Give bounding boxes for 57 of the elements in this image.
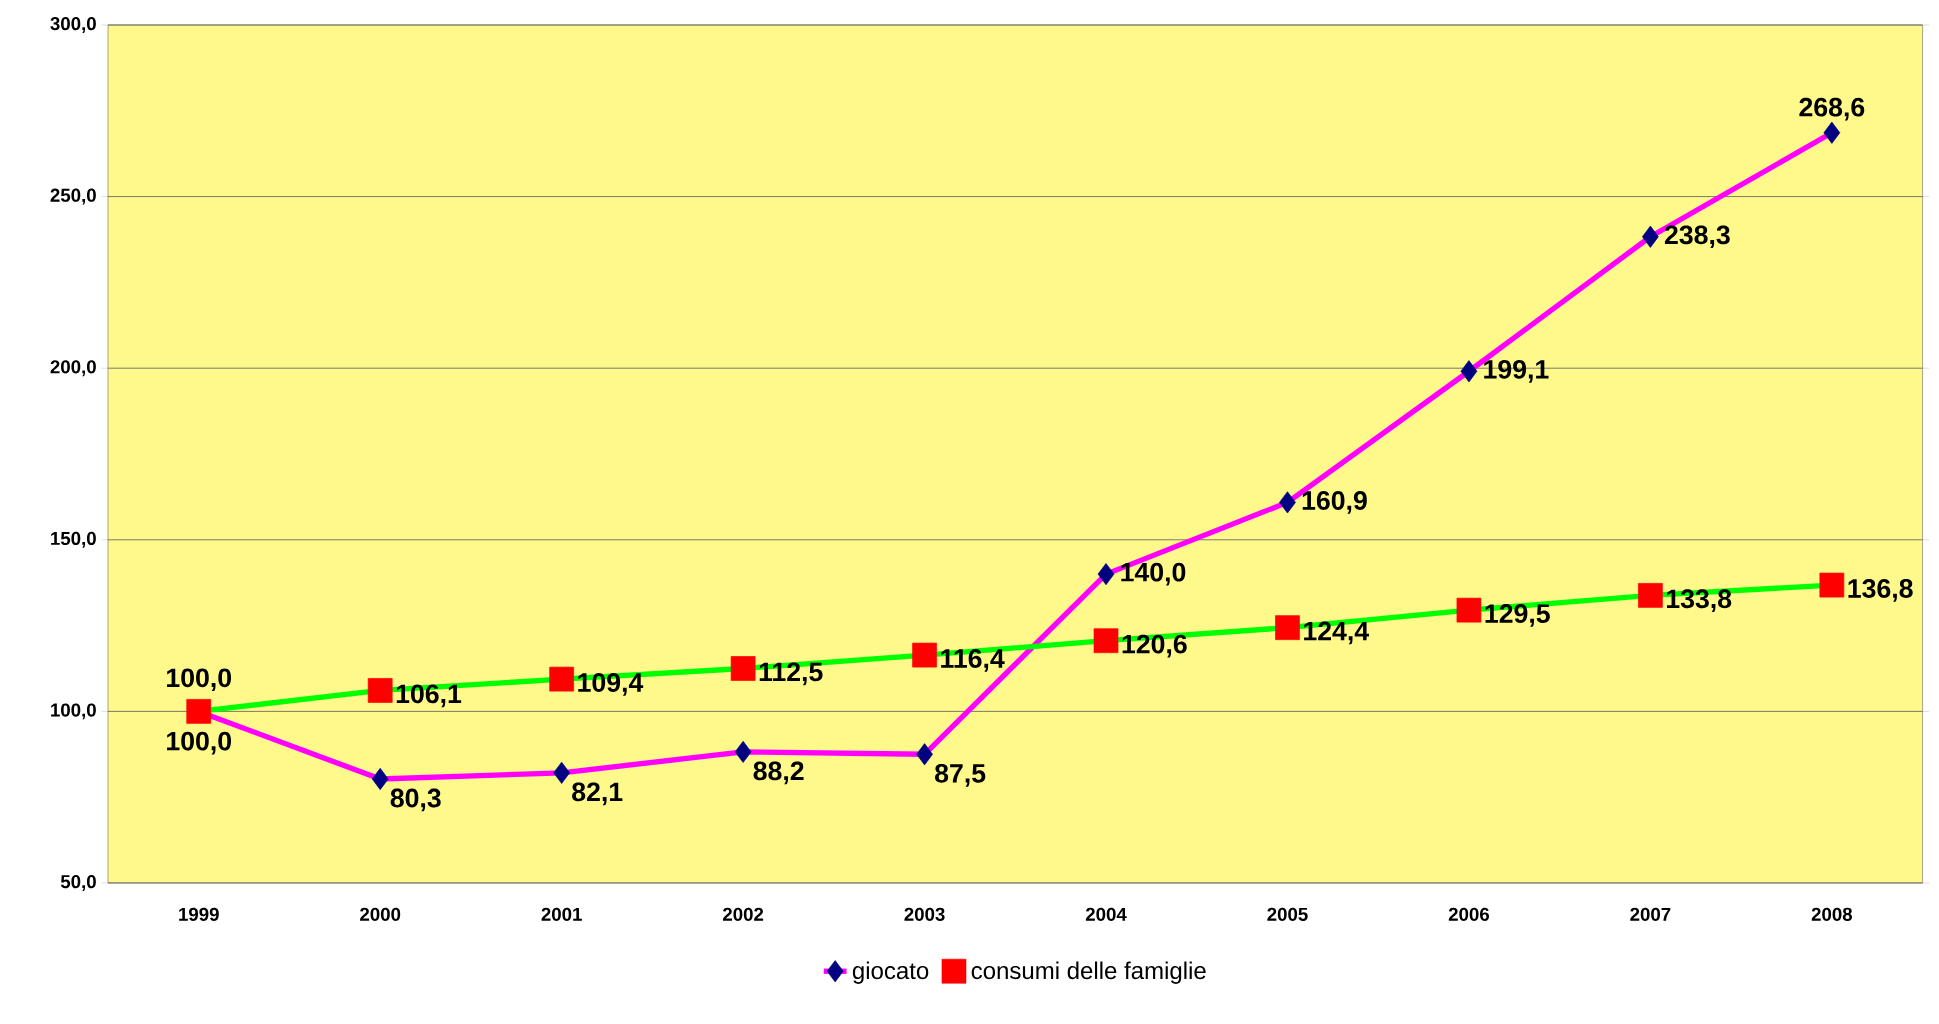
data-label: 136,8 bbox=[1848, 579, 1913, 602]
x-tick-label: 2007 bbox=[1630, 907, 1671, 921]
point bbox=[1823, 121, 1841, 144]
x-tick-label: 2005 bbox=[1267, 907, 1308, 921]
point bbox=[1093, 628, 1119, 654]
data-label: 140,0 bbox=[1121, 562, 1186, 586]
data-label: 87,5 bbox=[935, 763, 986, 787]
point bbox=[549, 666, 574, 692]
data-label: 160,9 bbox=[1302, 491, 1367, 514]
y-tick-label: 50,0 bbox=[60, 875, 96, 891]
data-label: 106,1 bbox=[396, 684, 462, 708]
point bbox=[1638, 583, 1663, 608]
data-label: 82,1 bbox=[572, 782, 623, 806]
point bbox=[916, 743, 933, 766]
point bbox=[553, 761, 570, 784]
x-tick-label: 2001 bbox=[541, 907, 582, 921]
x-tick-label: 2003 bbox=[904, 907, 945, 921]
point bbox=[371, 767, 389, 790]
x-tick-label: 2002 bbox=[723, 907, 764, 921]
data-label: 238,3 bbox=[1664, 225, 1730, 249]
point bbox=[1456, 597, 1482, 623]
point bbox=[912, 642, 937, 668]
x-tick-label: 2000 bbox=[360, 907, 401, 921]
data-label: 129,5 bbox=[1485, 604, 1550, 627]
point bbox=[1819, 572, 1845, 598]
y-tick-label: 150,0 bbox=[51, 531, 96, 548]
x-tick-label: 1999 bbox=[179, 907, 219, 921]
point bbox=[1642, 225, 1659, 248]
point bbox=[1279, 491, 1296, 514]
data-label: 112,5 bbox=[759, 662, 823, 686]
data-label: 133,8 bbox=[1667, 589, 1732, 613]
y-tick-label: 200,0 bbox=[50, 360, 96, 377]
data-label: 80,3 bbox=[390, 788, 441, 812]
legend-label: giocato bbox=[852, 961, 929, 984]
data-label: 199,1 bbox=[1484, 359, 1549, 383]
y-tick-label: 300,0 bbox=[50, 17, 96, 33]
point bbox=[1275, 615, 1300, 640]
x-tick-label: 2004 bbox=[1085, 907, 1127, 921]
point bbox=[1097, 563, 1115, 586]
x-tick-label: 2006 bbox=[1448, 907, 1490, 921]
data-label: 109,4 bbox=[578, 673, 644, 696]
data-label: 116,4 bbox=[941, 649, 1005, 672]
legend-label: consumi delle famiglie bbox=[971, 961, 1206, 984]
point bbox=[186, 699, 212, 724]
data-label: 100,0 bbox=[167, 731, 232, 755]
point bbox=[1460, 360, 1478, 383]
y-tick-label: 100,0 bbox=[51, 703, 96, 720]
data-label: 124,4 bbox=[1304, 621, 1369, 645]
x-tick-label: 2008 bbox=[1811, 907, 1853, 921]
data-label: 268,6 bbox=[1799, 97, 1865, 121]
point bbox=[730, 656, 756, 681]
data-label: 100,0 bbox=[167, 668, 232, 692]
point bbox=[367, 678, 393, 703]
point bbox=[734, 740, 752, 763]
data-label: 88,2 bbox=[753, 761, 804, 785]
y-tick-label: 250,0 bbox=[50, 188, 96, 205]
data-label: 120,6 bbox=[1122, 634, 1187, 658]
